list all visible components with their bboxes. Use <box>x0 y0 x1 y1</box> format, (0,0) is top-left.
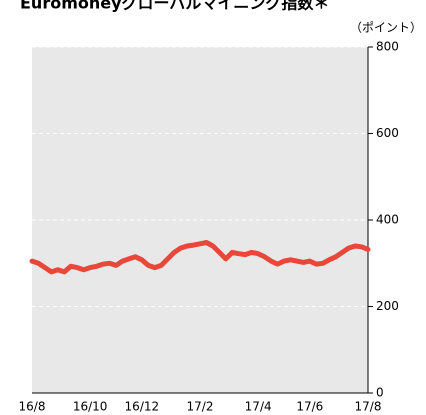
x-tick-label: 17/8 <box>355 400 382 414</box>
x-tick-label: 17/4 <box>245 400 272 414</box>
x-tick-label: 17/6 <box>296 400 323 414</box>
chart-title: Euromoneyグローバルマイニング指数＊ <box>20 0 329 13</box>
y-tick-label: 200 <box>376 299 399 313</box>
y-tick-label: 800 <box>376 40 399 54</box>
x-tick-label: 16/12 <box>125 400 160 414</box>
data-line <box>29 240 371 275</box>
y-axis-label: （ポイント） <box>350 21 422 35</box>
y-tick-label: 0 <box>376 386 384 400</box>
x-tick-label: 17/2 <box>187 400 214 414</box>
x-tick-label: 16/10 <box>73 400 108 414</box>
y-tick-label: 400 <box>376 213 399 227</box>
x-tick-label: 16/8 <box>19 400 46 414</box>
y-tick-label: 600 <box>376 126 399 140</box>
